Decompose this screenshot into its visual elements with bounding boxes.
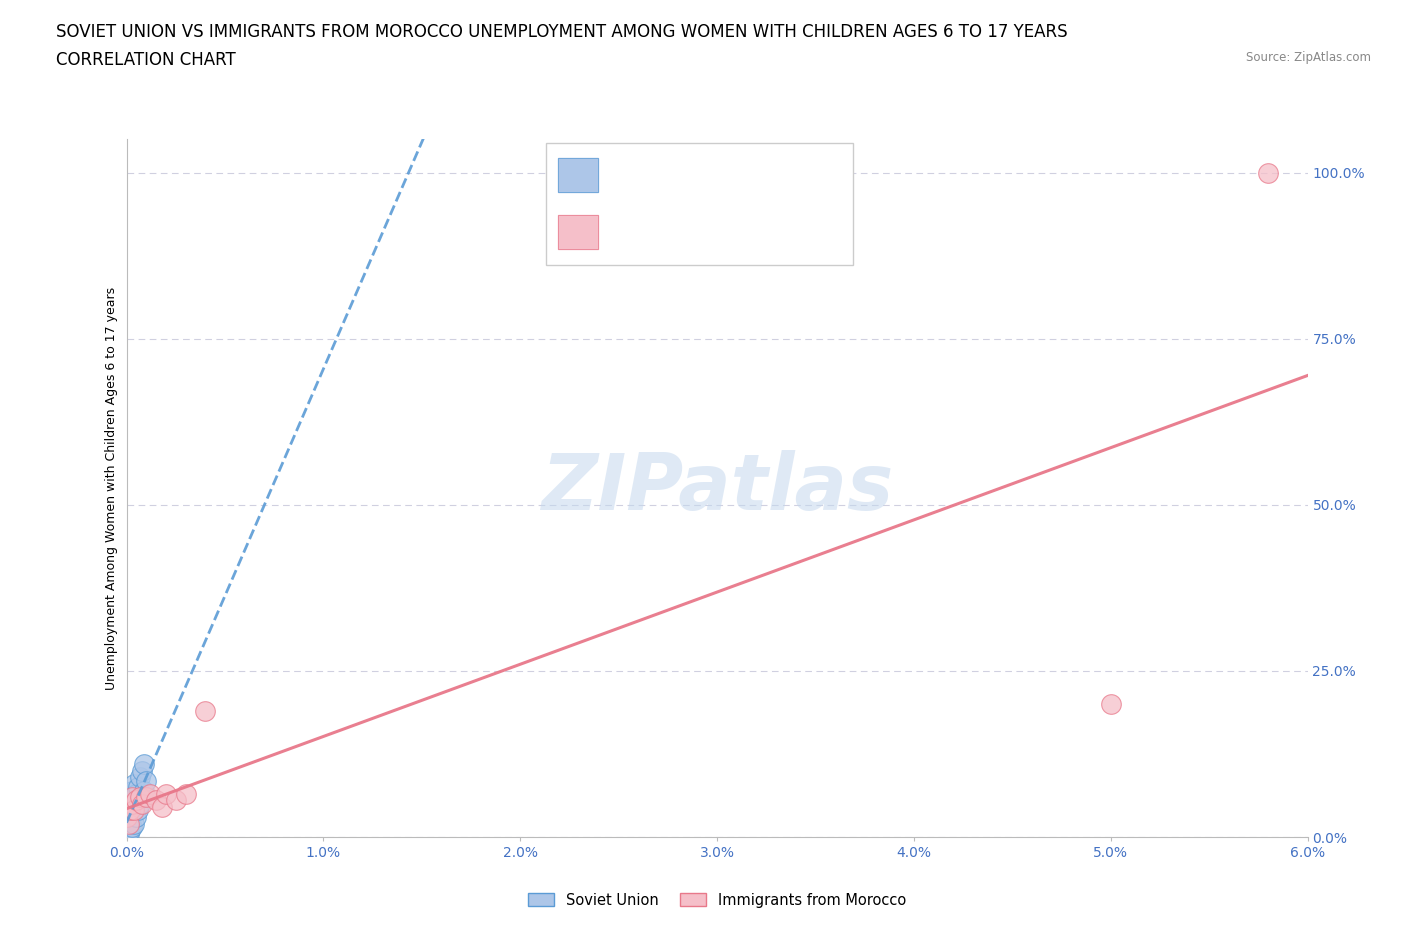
Point — [120, 810, 142, 825]
Point — [134, 756, 156, 771]
Point — [121, 819, 143, 834]
Point — [194, 703, 217, 718]
Point — [135, 773, 157, 788]
Point — [174, 787, 197, 802]
Text: ZIPatlas: ZIPatlas — [541, 450, 893, 526]
Text: SOVIET UNION VS IMMIGRANTS FROM MOROCCO UNEMPLOYMENT AMONG WOMEN WITH CHILDREN A: SOVIET UNION VS IMMIGRANTS FROM MOROCCO … — [56, 23, 1069, 41]
Point — [139, 787, 162, 802]
Point — [124, 803, 146, 817]
Point — [131, 764, 153, 778]
Point — [155, 787, 177, 802]
Point — [145, 793, 167, 808]
Point — [1257, 166, 1279, 180]
Text: CORRELATION CHART: CORRELATION CHART — [56, 51, 236, 69]
Point — [125, 787, 148, 802]
Point — [115, 803, 138, 817]
Point — [115, 823, 138, 838]
Point — [125, 810, 148, 825]
Point — [124, 817, 146, 831]
Point — [129, 796, 152, 811]
Point — [117, 817, 139, 831]
Point — [127, 779, 149, 794]
Point — [117, 826, 139, 841]
Point — [121, 790, 143, 804]
Point — [129, 770, 152, 785]
Point — [120, 793, 142, 808]
Point — [117, 817, 139, 831]
Legend: Soviet Union, Immigrants from Morocco: Soviet Union, Immigrants from Morocco — [522, 886, 912, 913]
Point — [165, 793, 187, 808]
Point — [131, 796, 153, 811]
Point — [129, 790, 152, 804]
Point — [120, 803, 142, 817]
Point — [1099, 697, 1122, 711]
Point — [127, 803, 149, 817]
Point — [121, 783, 143, 798]
Text: Source: ZipAtlas.com: Source: ZipAtlas.com — [1246, 51, 1371, 64]
Point — [117, 790, 139, 804]
Point — [115, 813, 138, 828]
Point — [120, 823, 142, 838]
Point — [121, 796, 143, 811]
Point — [121, 803, 143, 817]
Point — [134, 783, 156, 798]
Point — [131, 790, 153, 804]
Point — [135, 790, 157, 804]
Point — [124, 777, 146, 791]
Point — [117, 806, 139, 821]
Y-axis label: Unemployment Among Women with Children Ages 6 to 17 years: Unemployment Among Women with Children A… — [105, 286, 118, 690]
Point — [115, 810, 138, 825]
Point — [150, 800, 173, 815]
Point — [124, 796, 146, 811]
Point — [125, 793, 148, 808]
